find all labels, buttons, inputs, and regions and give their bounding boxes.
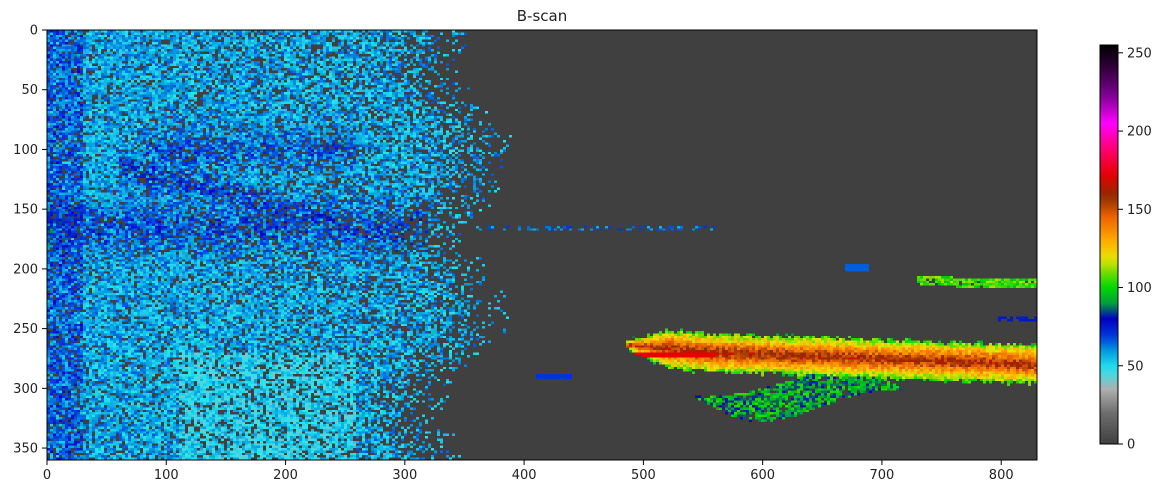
y-tick-label: 250	[13, 322, 38, 337]
y-tick-label: 0	[30, 24, 38, 39]
colorbar-tick-label: 100	[1127, 281, 1152, 296]
x-tick-label: 800	[989, 468, 1014, 483]
colorbar-tick-label: 250	[1127, 46, 1152, 61]
y-tick-label: 100	[13, 143, 38, 158]
y-tick-label: 150	[13, 203, 38, 218]
x-tick-label: 300	[392, 468, 417, 483]
colorbar-tick-label: 200	[1127, 125, 1152, 140]
x-tick-label: 400	[512, 468, 537, 483]
y-axis: 0 50 100 150 200 250 300 350	[13, 24, 47, 457]
y-tick-label: 200	[13, 262, 38, 277]
y-tick-label: 300	[13, 382, 38, 397]
colorbar-gradient	[1099, 44, 1119, 445]
x-tick-label: 500	[631, 468, 656, 483]
plot-frame	[46, 29, 1038, 461]
colorbar-tick-label: 0	[1127, 438, 1135, 453]
plot-area	[46, 29, 1038, 461]
x-tick-label: 200	[273, 468, 298, 483]
heatmap-image	[47, 30, 1037, 460]
y-tick-label: 50	[21, 83, 38, 98]
x-tick-label: 0	[43, 468, 51, 483]
colorbar-tick-label: 50	[1127, 359, 1144, 374]
colorbar-tick-label: 150	[1127, 203, 1152, 218]
y-tick-label: 350	[13, 442, 38, 457]
x-tick-label: 600	[750, 468, 775, 483]
colorbar: 0 50 100 150 200 250	[1099, 44, 1152, 453]
x-axis: 0 100 200 300 400 500 600 700 800	[43, 460, 1014, 483]
x-tick-label: 700	[870, 468, 895, 483]
chart-title: B-scan	[517, 7, 567, 25]
x-tick-label: 100	[154, 468, 179, 483]
